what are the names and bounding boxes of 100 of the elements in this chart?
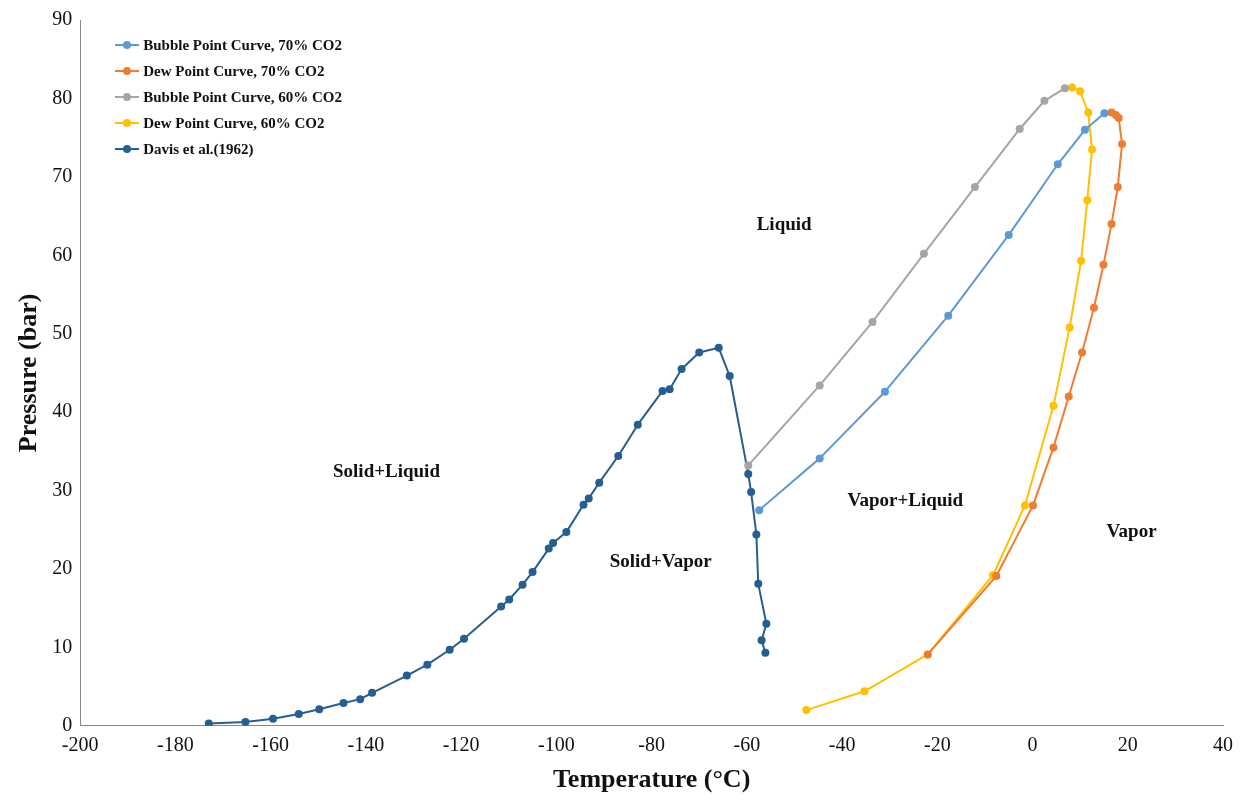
point xyxy=(1099,260,1108,269)
point xyxy=(1118,139,1127,148)
point xyxy=(1053,160,1062,169)
point xyxy=(356,695,365,704)
point xyxy=(665,385,674,394)
x-tick-label: -100 xyxy=(538,733,575,756)
point xyxy=(294,710,303,719)
x-tick-label: 0 xyxy=(1027,733,1038,756)
point xyxy=(402,671,411,680)
point xyxy=(1077,256,1086,265)
point xyxy=(241,717,250,726)
point xyxy=(1084,108,1093,117)
point xyxy=(868,317,877,326)
legend-label: Davis et al.(1962) xyxy=(143,140,254,158)
point xyxy=(528,568,537,577)
point xyxy=(677,364,686,373)
point xyxy=(1040,96,1049,105)
point xyxy=(755,506,764,515)
point xyxy=(1083,196,1092,205)
point xyxy=(204,719,213,726)
x-tick-label: -20 xyxy=(923,733,951,756)
point xyxy=(744,461,753,470)
x-axis-title: Temperature (°C) xyxy=(552,764,751,794)
annotation: Solid+Liquid xyxy=(332,460,441,482)
x-tick-label: -180 xyxy=(157,733,194,756)
point xyxy=(754,579,763,588)
point xyxy=(505,595,514,604)
point xyxy=(944,311,953,320)
point xyxy=(802,706,811,715)
point xyxy=(1064,392,1073,401)
point xyxy=(725,372,734,381)
point xyxy=(497,602,506,611)
y-tick-label: 40 xyxy=(52,399,73,422)
y-axis-title: Pressure (bar) xyxy=(13,293,43,453)
point xyxy=(1065,323,1074,332)
point xyxy=(1004,230,1013,239)
point xyxy=(562,528,571,537)
point xyxy=(747,488,756,497)
point xyxy=(880,387,889,396)
point xyxy=(1060,84,1069,93)
legend-label: Bubble Point Curve, 70% CO2 xyxy=(143,36,342,54)
point xyxy=(815,454,824,463)
point xyxy=(1107,108,1116,117)
y-tick-label: 90 xyxy=(52,7,73,30)
point xyxy=(752,530,761,539)
point xyxy=(1113,183,1122,192)
point xyxy=(1080,125,1089,134)
x-tick-label: -200 xyxy=(61,733,99,756)
point xyxy=(1029,501,1038,510)
annotation: Solid+Vapor xyxy=(609,549,713,571)
point xyxy=(315,705,324,714)
x-tick-label: -40 xyxy=(828,733,856,756)
point xyxy=(919,249,928,258)
y-tick-label: 0 xyxy=(62,713,73,736)
x-tick-label: -60 xyxy=(733,733,761,756)
point xyxy=(860,687,869,696)
annotation: Liquid xyxy=(756,213,813,235)
x-tick-label: 40 xyxy=(1213,733,1233,756)
point xyxy=(518,580,527,589)
annotation: Vapor+Liquid xyxy=(847,488,964,510)
y-tick-label: 80 xyxy=(52,85,73,108)
point xyxy=(744,470,753,479)
point xyxy=(1076,87,1085,96)
point xyxy=(757,636,766,645)
point xyxy=(445,645,454,654)
y-tick-label: 30 xyxy=(52,477,73,500)
point xyxy=(1049,401,1058,410)
y-tick-label: 10 xyxy=(52,634,73,657)
point xyxy=(695,348,704,357)
point xyxy=(595,478,604,487)
annotation: Vapor xyxy=(1106,519,1158,541)
point xyxy=(714,343,723,352)
point xyxy=(1068,83,1077,92)
point xyxy=(423,660,432,669)
point xyxy=(549,539,558,548)
point xyxy=(1020,501,1029,510)
legend-label: Dew Point Curve, 70% CO2 xyxy=(143,62,325,80)
point xyxy=(970,183,979,192)
point xyxy=(459,634,468,643)
point xyxy=(368,688,377,697)
x-tick-label: -120 xyxy=(442,733,480,756)
x-tick-label: -160 xyxy=(252,733,289,756)
point xyxy=(1089,303,1098,312)
point xyxy=(1107,219,1116,228)
legend-label: Bubble Point Curve, 60% CO2 xyxy=(143,88,342,106)
point xyxy=(658,386,667,395)
point xyxy=(1100,109,1109,118)
y-tick-label: 50 xyxy=(52,320,73,343)
point xyxy=(633,420,642,429)
y-tick-label: 20 xyxy=(52,556,73,579)
point xyxy=(614,452,623,461)
point xyxy=(761,648,770,657)
point xyxy=(584,494,593,503)
x-tick-label: -140 xyxy=(347,733,385,756)
point xyxy=(1088,145,1097,154)
y-tick-label: 60 xyxy=(52,242,73,265)
point xyxy=(1049,443,1058,452)
point xyxy=(544,544,553,553)
point xyxy=(579,500,588,509)
point xyxy=(992,572,1001,581)
